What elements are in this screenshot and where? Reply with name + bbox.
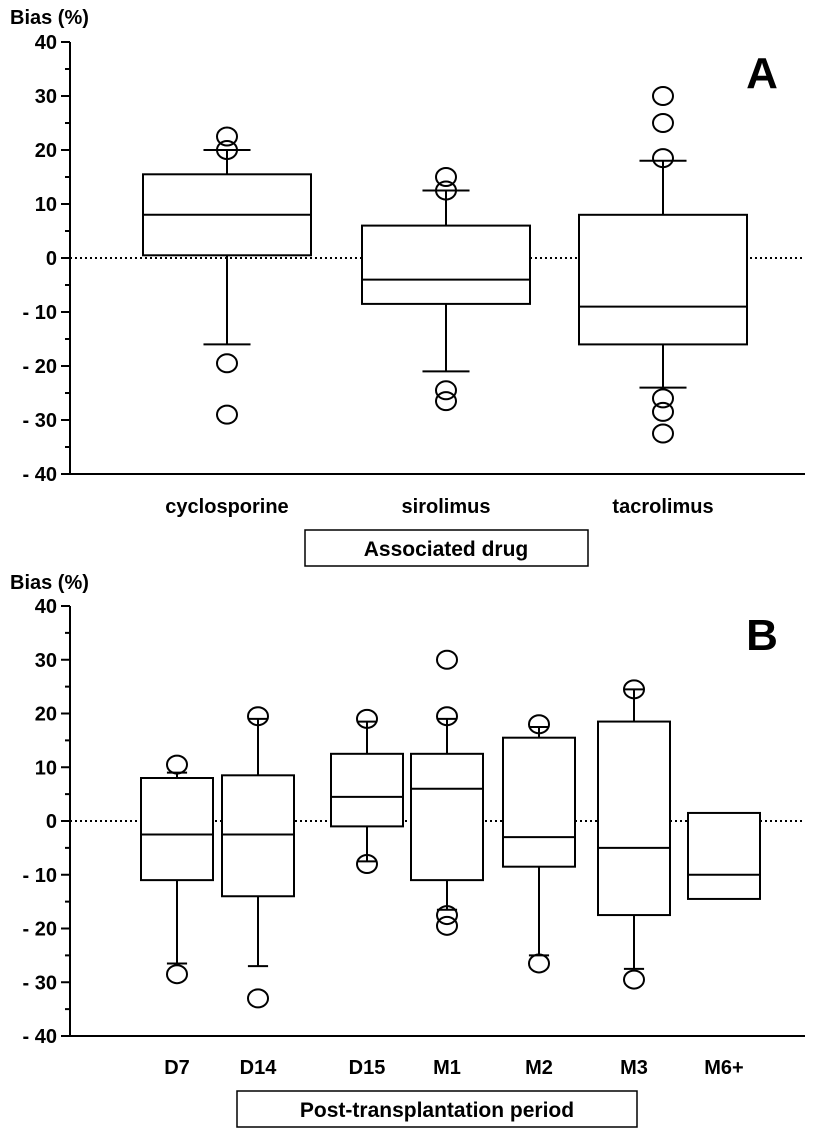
- y-tick-label: - 20: [23, 919, 57, 941]
- outlier-point: [623, 969, 645, 990]
- outlier-point: [356, 708, 378, 729]
- panel-a: Bias (%) A Associated drug 40 30 20 10 0 - 10…: [10, 7, 805, 567]
- outlier-point: [247, 988, 269, 1009]
- outlier-point: [652, 113, 674, 133]
- outlier-point: [436, 649, 458, 670]
- x-category-label: M3: [620, 1057, 648, 1079]
- box-iqr: [578, 213, 748, 346]
- y-tick-label: - 10: [23, 865, 57, 887]
- y-tick-label: - 30: [23, 410, 57, 432]
- x-category-label: sirolimus: [402, 496, 491, 518]
- x-category-label: M6+: [704, 1057, 743, 1079]
- y-tick-label: 40: [35, 32, 57, 54]
- outlier-point: [652, 86, 674, 106]
- x-category-label: D7: [164, 1057, 190, 1079]
- y-tick-label: - 40: [23, 1026, 57, 1048]
- outlier-point: [435, 391, 457, 412]
- outlier-point: [435, 380, 457, 401]
- panel-b: Bias (%) B Post-transplantation period 4…: [10, 572, 805, 1128]
- panel-a-label: A: [746, 49, 778, 98]
- outlier-point: [216, 353, 238, 374]
- outlier-point: [435, 167, 457, 187]
- outlier-point: [166, 964, 188, 985]
- panel-a-ylabel: Bias (%): [10, 7, 89, 29]
- y-tick-label: 0: [46, 248, 57, 270]
- outlier-point: [623, 679, 645, 700]
- outlier-point: [436, 706, 458, 727]
- y-tick-label: - 40: [23, 464, 57, 486]
- box-iqr: [597, 720, 671, 917]
- panel-b-label: B: [746, 611, 778, 660]
- y-tick-label: 10: [35, 757, 57, 779]
- outlier-point: [247, 706, 269, 727]
- box-iqr: [330, 752, 404, 828]
- outlier-point: [166, 754, 188, 775]
- box-iqr: [687, 811, 761, 900]
- x-category-label: D15: [349, 1057, 386, 1079]
- outlier-point: [652, 401, 674, 422]
- y-tick-label: 40: [35, 596, 57, 618]
- box-iqr: [410, 752, 484, 882]
- panel-b-xlabel-box: [236, 1090, 638, 1128]
- outlier-point: [436, 905, 458, 926]
- outlier-point: [435, 180, 457, 201]
- box-iqr: [140, 777, 214, 882]
- y-tick-label: 0: [46, 811, 57, 833]
- outlier-point: [652, 423, 674, 444]
- y-tick-label: - 20: [23, 356, 57, 378]
- outlier-point: [356, 854, 378, 874]
- x-category-label: tacrolimus: [612, 496, 713, 518]
- panel-a-xlabel: Associated drug: [364, 538, 529, 561]
- y-tick-label: 20: [35, 140, 57, 162]
- box-iqr: [502, 736, 576, 868]
- outlier-point: [216, 404, 238, 425]
- y-tick-label: 30: [35, 86, 57, 108]
- panel-a-xlabel-box: [304, 529, 589, 567]
- y-tick-label: - 30: [23, 972, 57, 994]
- outlier-point: [436, 915, 458, 936]
- y-tick-label: 10: [35, 194, 57, 216]
- outlier-point: [652, 148, 674, 169]
- y-tick-label: 20: [35, 704, 57, 726]
- y-tick-label: - 10: [23, 302, 57, 324]
- outlier-point: [652, 388, 674, 409]
- outlier-point: [216, 140, 238, 160]
- x-category-label: cyclosporine: [165, 496, 288, 518]
- x-category-label: M1: [433, 1057, 461, 1079]
- outlier-point: [528, 953, 550, 974]
- x-category-label: M2: [525, 1057, 553, 1079]
- panel-b-ylabel: Bias (%): [10, 572, 89, 594]
- panel-b-xlabel: Post-transplantation period: [300, 1099, 574, 1122]
- outlier-point: [528, 714, 550, 735]
- y-tick-label: 30: [35, 650, 57, 672]
- box-iqr: [221, 774, 295, 898]
- outlier-point: [216, 126, 238, 147]
- box-iqr: [361, 224, 531, 305]
- x-category-label: D14: [240, 1057, 278, 1079]
